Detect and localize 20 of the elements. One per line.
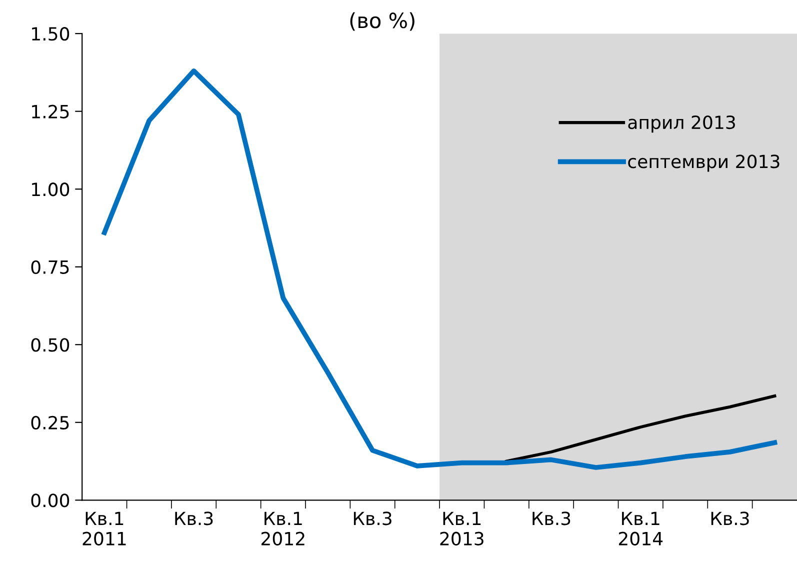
x-tick-label: Кв.1 2012 (262, 512, 304, 546)
line-series (102, 68, 778, 470)
y-tick-label: 0.50 (31, 338, 70, 352)
legend-label: април 2013 (628, 115, 735, 133)
legend-label: септември 2013 (628, 154, 780, 172)
y-tick-label: 0.00 (31, 494, 70, 508)
x-tick-label: Кв.1 2014 (618, 512, 663, 546)
y-tick-label: 0.25 (31, 416, 69, 430)
x-tick-label: Кв.3 (354, 512, 392, 526)
x-tick-label: Кв.3 (175, 512, 213, 526)
y-tick-label: 1.00 (32, 182, 70, 196)
x-tick-label: Кв.1 2011 (82, 512, 126, 546)
y-tick-label: 1.50 (32, 27, 70, 41)
y-tick-label: 0.75 (31, 260, 69, 274)
line-series (505, 394, 776, 463)
x-tick-label: Кв.1 2013 (440, 512, 484, 546)
y-tick-label: 1.25 (32, 104, 69, 118)
chart-title: (во %) (350, 12, 414, 31)
x-tick-label: Кв.3 (532, 512, 570, 526)
x-tick-label: Кв.3 (711, 512, 749, 526)
